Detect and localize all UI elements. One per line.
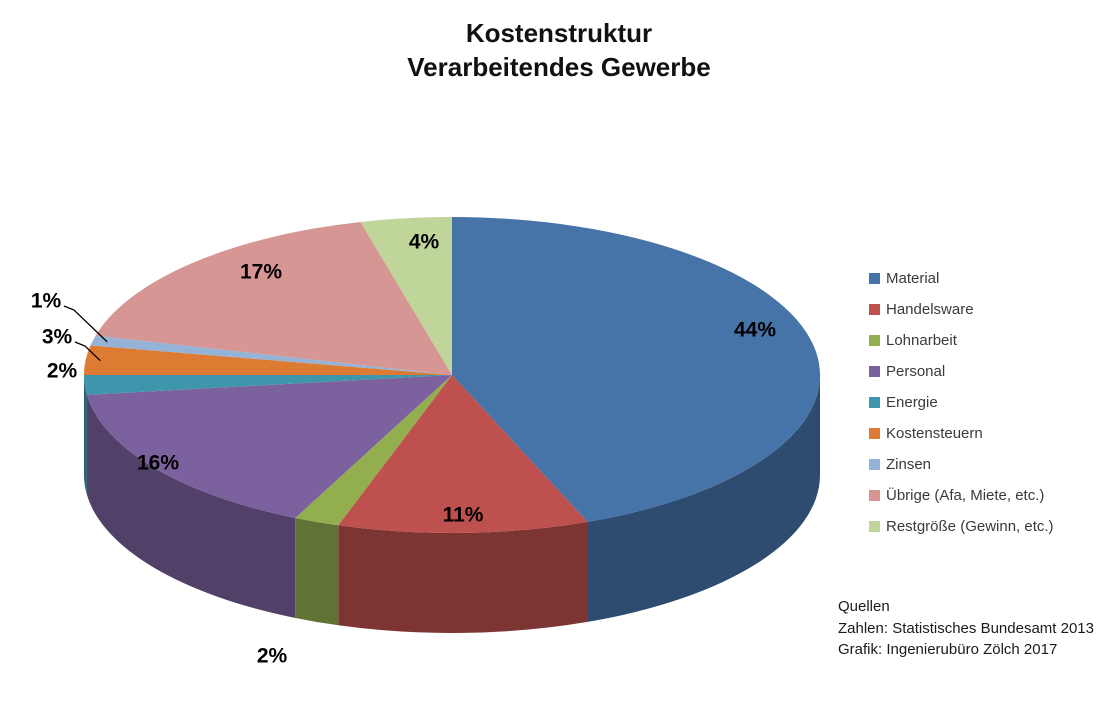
slice-7-top bbox=[95, 221, 452, 375]
legend-item-1: Handelsware bbox=[869, 294, 1054, 325]
sources-grafik: Grafik: Ingenierubüro Zölch 2017 bbox=[838, 641, 1058, 658]
slice-5-leader-line bbox=[74, 341, 101, 362]
slice-1-top bbox=[338, 375, 588, 534]
slice-3-side bbox=[86, 394, 296, 618]
chart-title-line2: Verarbeitendes Gewerbe bbox=[407, 52, 711, 82]
chart-title: Kostenstruktur Verarbeitendes Gewerbe bbox=[0, 16, 1118, 84]
sources: Quellen Zahlen: Statistisches Bundesamt … bbox=[838, 596, 1094, 661]
legend-item-label: Lohnarbeit bbox=[886, 332, 957, 349]
legend-swatch-icon bbox=[869, 459, 880, 470]
slice-2-top bbox=[295, 375, 452, 526]
slice-4-data-label: 2% bbox=[47, 360, 78, 383]
slice-5-data-label: 3% bbox=[42, 326, 73, 349]
legend-swatch-icon bbox=[869, 366, 880, 377]
slice-8-top bbox=[360, 217, 452, 375]
legend-item-8: Restgröße (Gewinn, etc.) bbox=[869, 511, 1054, 542]
legend-item-0: Material bbox=[869, 263, 1054, 294]
slice-8-data-label: 4% bbox=[409, 231, 440, 254]
legend-item-4: Energie bbox=[869, 387, 1054, 418]
slice-0-data-label: 44% bbox=[734, 319, 776, 342]
legend-swatch-icon bbox=[869, 428, 880, 439]
sources-heading: Quellen bbox=[838, 598, 890, 615]
slice-5-top bbox=[84, 345, 452, 375]
slice-0-side bbox=[587, 375, 820, 622]
slice-1-data-label: 11% bbox=[443, 504, 484, 527]
legend-item-label: Kostensteuern bbox=[886, 425, 983, 442]
slice-4-top bbox=[84, 375, 452, 395]
slice-1-side bbox=[338, 521, 588, 633]
legend-item-6: Zinsen bbox=[869, 449, 1054, 480]
legend-item-label: Handelsware bbox=[886, 301, 974, 318]
sources-zahlen: Zahlen: Statistisches Bundesamt 2013 bbox=[838, 619, 1094, 637]
slice-6-leader-line bbox=[63, 305, 108, 343]
legend-swatch-icon bbox=[869, 273, 880, 284]
slice-7-data-label: 17% bbox=[240, 261, 282, 284]
slice-2-data-label: 2% bbox=[257, 645, 288, 668]
legend-item-3: Personal bbox=[869, 356, 1054, 387]
legend-item-label: Übrige (Afa, Miete, etc.) bbox=[886, 487, 1045, 504]
legend-item-label: Restgröße (Gewinn, etc.) bbox=[886, 518, 1054, 535]
legend-item-2: Lohnarbeit bbox=[869, 325, 1054, 356]
chart-title-line1: Kostenstruktur bbox=[465, 18, 653, 48]
slice-3-data-label: 16% bbox=[137, 452, 179, 475]
slice-6-top bbox=[90, 335, 452, 375]
legend-item-5: Kostensteuern bbox=[869, 418, 1054, 449]
legend-item-label: Material bbox=[886, 270, 940, 287]
slice-3-top bbox=[86, 375, 452, 518]
legend-item-label: Zinsen bbox=[886, 456, 932, 473]
legend-swatch-icon bbox=[869, 490, 880, 501]
legend-swatch-icon bbox=[869, 521, 880, 532]
legend-swatch-icon bbox=[869, 335, 880, 346]
legend-swatch-icon bbox=[869, 397, 880, 408]
legend-item-label: Personal bbox=[886, 363, 946, 380]
legend-item-label: Energie bbox=[886, 394, 938, 411]
legend: Material Handelsware Lohnarbeit Personal Ene… bbox=[869, 263, 1054, 542]
slice-6-data-label: 1% bbox=[31, 290, 62, 313]
slice-4-side bbox=[84, 375, 87, 495]
legend-item-7: Übrige (Afa, Miete, etc.) bbox=[869, 480, 1054, 511]
legend-swatch-icon bbox=[869, 304, 880, 315]
slice-0-top bbox=[452, 217, 820, 522]
slice-2-side bbox=[295, 517, 339, 626]
